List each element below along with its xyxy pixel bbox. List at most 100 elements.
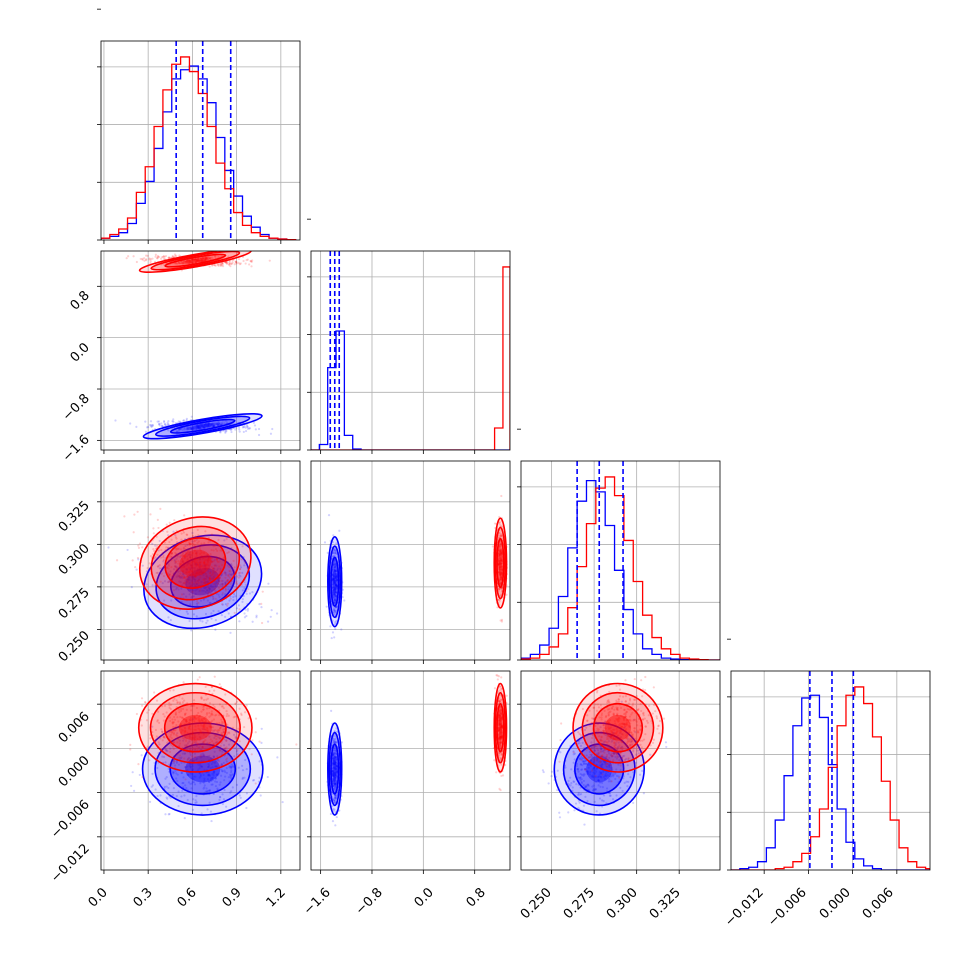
- scatter-point: [158, 743, 161, 746]
- scatter-point: [170, 551, 173, 555]
- scatter-point: [200, 542, 203, 545]
- scatter-point: [499, 545, 502, 549]
- scatter-point: [217, 263, 220, 266]
- scatter-point: [228, 732, 231, 735]
- scatter-point: [498, 545, 501, 548]
- scatter-point: [499, 578, 502, 581]
- scatter-point: [261, 590, 264, 593]
- scatter-point: [218, 703, 222, 706]
- scatter-point: [335, 569, 338, 573]
- scatter-point: [220, 731, 223, 735]
- scatter-point: [194, 258, 197, 261]
- scatter-point: [204, 256, 207, 259]
- scatter-point: [499, 741, 502, 745]
- scatter-point: [191, 427, 194, 430]
- scatter-point: [220, 705, 223, 708]
- scatter-point: [225, 771, 229, 775]
- scatter-point: [222, 557, 225, 560]
- scatter-point: [251, 779, 255, 782]
- scatter-point: [250, 753, 253, 756]
- scatter-point: [204, 257, 207, 260]
- scatter-point: [196, 579, 200, 583]
- scatter-point: [179, 554, 183, 557]
- scatter-point: [332, 608, 335, 611]
- scatter-point: [195, 602, 199, 605]
- scatter-point: [192, 427, 195, 430]
- scatter-point: [181, 781, 184, 785]
- scatter-point: [170, 731, 174, 734]
- scatter-point: [198, 426, 202, 429]
- scatter-point: [334, 741, 337, 744]
- scatter-point: [497, 573, 501, 576]
- scatter-point: [144, 420, 147, 423]
- scatter-point: [185, 610, 188, 613]
- scatter-point: [221, 802, 225, 806]
- scatter-point: [161, 755, 164, 758]
- scatter-point: [500, 534, 503, 537]
- scatter-point: [194, 428, 197, 431]
- scatter-point: [200, 259, 203, 262]
- scatter-point: [334, 606, 338, 609]
- scatter-point: [498, 594, 502, 597]
- scatter-point: [219, 567, 222, 570]
- scatter-point: [170, 565, 173, 569]
- scatter-point: [206, 425, 209, 428]
- scatter-point: [213, 424, 216, 427]
- scatter-point: [207, 764, 211, 767]
- scatter-point: [334, 583, 337, 586]
- scatter-point: [203, 786, 206, 789]
- scatter-point: [235, 750, 239, 753]
- scatter-point: [185, 744, 188, 747]
- scatter-point: [187, 260, 190, 263]
- scatter-point: [334, 784, 337, 787]
- scatter-point: [166, 421, 169, 424]
- scatter-point: [167, 786, 170, 790]
- scatter-point: [332, 578, 335, 581]
- scatter-point: [184, 548, 187, 551]
- scatter-point: [500, 731, 503, 734]
- scatter-point: [500, 741, 503, 744]
- scatter-point: [205, 707, 209, 710]
- scatter-point: [334, 572, 337, 576]
- scatter-point: [196, 259, 199, 263]
- scatter-point: [219, 549, 222, 552]
- scatter-point: [332, 738, 335, 741]
- scatter-point: [190, 547, 193, 551]
- scatter-point: [207, 422, 211, 425]
- density-contour-3-1-series-0-level-2: [330, 743, 340, 795]
- scatter-point: [195, 563, 198, 566]
- scatter-point: [233, 611, 236, 614]
- scatter-point: [204, 258, 207, 261]
- scatter-point: [197, 426, 200, 429]
- scatter-point: [332, 807, 335, 811]
- scatter-point: [221, 563, 224, 567]
- scatter-point: [205, 713, 209, 716]
- scatter-point: [212, 718, 216, 721]
- scatter-point: [193, 549, 196, 552]
- scatter-point: [499, 550, 502, 553]
- scatter-point: [215, 557, 218, 561]
- scatter-point: [164, 550, 167, 553]
- scatter-point: [499, 735, 502, 738]
- scatter-point: [224, 587, 227, 590]
- scatter-point: [221, 582, 224, 585]
- scatter-point: [195, 554, 198, 557]
- scatter-point: [193, 716, 197, 719]
- scatter-point: [216, 773, 219, 776]
- scatter-point: [499, 551, 502, 554]
- scatter-point: [199, 722, 202, 725]
- histogram-step-0-series-1: [101, 56, 297, 240]
- scatter-point: [227, 588, 230, 591]
- panel-frame-2-1: [310, 460, 511, 661]
- scatter-point: [230, 262, 233, 266]
- scatter-point: [333, 568, 336, 571]
- scatter-point: [223, 747, 227, 750]
- scatter-point: [333, 564, 336, 567]
- scatter-point: [158, 255, 161, 259]
- scatter-point: [198, 566, 201, 569]
- scatter-point: [334, 564, 337, 567]
- scatter-point: [499, 734, 502, 737]
- scatter-point: [216, 774, 220, 777]
- scatter-point: [632, 801, 635, 805]
- panel-content-2-2: [521, 461, 720, 660]
